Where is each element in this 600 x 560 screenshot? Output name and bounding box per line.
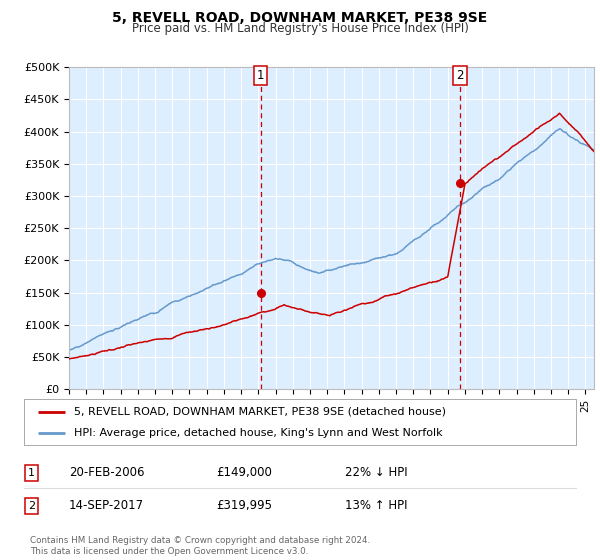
- Text: 2: 2: [28, 501, 35, 511]
- Text: £319,995: £319,995: [216, 499, 272, 512]
- Text: Price paid vs. HM Land Registry's House Price Index (HPI): Price paid vs. HM Land Registry's House …: [131, 22, 469, 35]
- Text: 5, REVELL ROAD, DOWNHAM MARKET, PE38 9SE (detached house): 5, REVELL ROAD, DOWNHAM MARKET, PE38 9SE…: [74, 407, 446, 417]
- Text: HPI: Average price, detached house, King's Lynn and West Norfolk: HPI: Average price, detached house, King…: [74, 428, 442, 438]
- Text: 1: 1: [28, 468, 35, 478]
- Text: 20-FEB-2006: 20-FEB-2006: [69, 466, 145, 479]
- Text: 1: 1: [257, 69, 265, 82]
- Text: Contains HM Land Registry data © Crown copyright and database right 2024.
This d: Contains HM Land Registry data © Crown c…: [30, 536, 370, 556]
- Text: 14-SEP-2017: 14-SEP-2017: [69, 499, 144, 512]
- Text: £149,000: £149,000: [216, 466, 272, 479]
- Text: 2: 2: [456, 69, 464, 82]
- Text: 5, REVELL ROAD, DOWNHAM MARKET, PE38 9SE: 5, REVELL ROAD, DOWNHAM MARKET, PE38 9SE: [112, 11, 488, 25]
- Text: 13% ↑ HPI: 13% ↑ HPI: [345, 499, 407, 512]
- Text: 22% ↓ HPI: 22% ↓ HPI: [345, 466, 407, 479]
